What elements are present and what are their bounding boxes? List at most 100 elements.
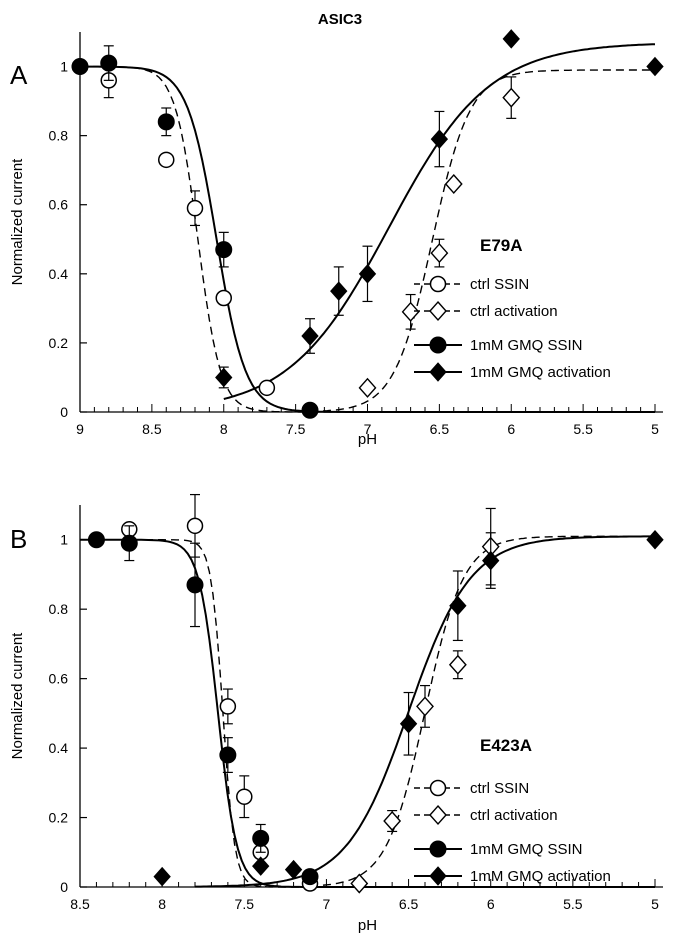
data-point bbox=[71, 58, 89, 76]
x-tick-label: 5.5 bbox=[563, 896, 583, 912]
data-point bbox=[153, 866, 171, 887]
data-point bbox=[100, 54, 118, 72]
fit-curve bbox=[80, 539, 655, 888]
x-tick-label: 7.5 bbox=[286, 421, 306, 437]
legend-marker bbox=[429, 336, 447, 354]
data-point bbox=[186, 517, 204, 535]
y-tick-label: 0.2 bbox=[49, 335, 69, 351]
data-point bbox=[358, 264, 377, 284]
legend-marker bbox=[429, 804, 447, 826]
data-point bbox=[330, 281, 348, 301]
data-point bbox=[252, 829, 270, 847]
data-point bbox=[358, 377, 377, 398]
mutant-label: E79A bbox=[480, 236, 523, 255]
legend-label: ctrl SSIN bbox=[470, 780, 529, 797]
data-point bbox=[416, 696, 434, 717]
x-tick-label: 6 bbox=[507, 421, 515, 437]
x-tick-label: 7.5 bbox=[235, 896, 255, 912]
legend-marker bbox=[429, 779, 447, 797]
y-tick-label: 0 bbox=[60, 879, 68, 895]
data-point bbox=[430, 129, 449, 149]
data-point bbox=[219, 698, 237, 715]
y-tick-label: 1 bbox=[60, 59, 68, 75]
y-tick-label: 0 bbox=[60, 404, 68, 420]
data-point bbox=[449, 595, 467, 616]
y-axis-title: Normalized current bbox=[9, 632, 26, 760]
fit-curve bbox=[309, 535, 655, 887]
data-point bbox=[157, 113, 175, 131]
x-tick-label: 6 bbox=[487, 896, 495, 912]
data-point bbox=[284, 859, 303, 880]
y-tick-label: 0.8 bbox=[49, 128, 69, 144]
data-point bbox=[301, 401, 319, 419]
legend-label: 1mM GMQ activation bbox=[470, 868, 611, 885]
legend-marker bbox=[429, 362, 447, 382]
data-point bbox=[502, 29, 520, 49]
data-point bbox=[448, 654, 467, 675]
data-point bbox=[186, 576, 204, 594]
legend-marker bbox=[429, 300, 447, 322]
legend-label: ctrl SSIN bbox=[470, 276, 529, 293]
data-point bbox=[350, 873, 369, 894]
data-point bbox=[215, 241, 233, 259]
data-point bbox=[252, 856, 270, 876]
legend-label: 1mM GMQ activation bbox=[470, 364, 611, 381]
figure-title: ASIC3 bbox=[318, 11, 362, 28]
x-tick-label: 6.5 bbox=[399, 896, 419, 912]
fit-curve bbox=[80, 538, 655, 888]
fit-curve bbox=[80, 65, 655, 413]
data-point bbox=[215, 289, 232, 307]
data-point bbox=[401, 301, 420, 322]
y-tick-label: 0.2 bbox=[49, 810, 69, 826]
data-point bbox=[219, 746, 237, 764]
x-tick-label: 7 bbox=[323, 896, 331, 912]
data-point bbox=[236, 788, 253, 805]
data-point bbox=[399, 714, 418, 734]
data-point bbox=[444, 173, 463, 195]
panel-letter: B bbox=[10, 524, 27, 554]
data-point bbox=[646, 56, 664, 77]
data-point bbox=[158, 151, 175, 169]
x-tick-label: 6.5 bbox=[430, 421, 450, 437]
data-point bbox=[383, 810, 402, 832]
x-tick-label: 5 bbox=[651, 896, 659, 912]
legend-label: 1mM GMQ SSIN bbox=[470, 337, 583, 354]
x-tick-label: 8.5 bbox=[70, 896, 90, 912]
legend-marker bbox=[429, 275, 447, 293]
mutant-label: E423A bbox=[480, 736, 532, 755]
y-tick-label: 0.8 bbox=[49, 601, 69, 617]
data-point bbox=[646, 529, 664, 550]
legend-marker bbox=[429, 866, 447, 886]
data-point bbox=[120, 534, 138, 552]
data-point bbox=[301, 326, 319, 346]
data-point bbox=[87, 531, 105, 549]
data-point bbox=[301, 868, 319, 886]
y-tick-label: 0.6 bbox=[49, 671, 69, 687]
x-axis-title: pH bbox=[358, 431, 377, 448]
x-tick-label: 8 bbox=[158, 896, 166, 912]
data-point bbox=[215, 367, 233, 388]
data-point bbox=[258, 379, 276, 397]
panel-a: A 0 0.2 0.4 0.6 0.8 1 9 8.5 8 7.5 7 6.5 6 5.5 5 pH Normal… bbox=[9, 29, 664, 448]
y-tick-label: 0.4 bbox=[49, 740, 69, 756]
panel-letter: A bbox=[10, 60, 28, 90]
y-tick-label: 0.4 bbox=[49, 266, 69, 282]
legend-label: ctrl activation bbox=[470, 807, 558, 824]
x-tick-label: 5.5 bbox=[573, 421, 593, 437]
x-tick-label: 5 bbox=[651, 421, 659, 437]
legend-label: 1mM GMQ SSIN bbox=[470, 841, 583, 858]
y-axis-title: Normalized current bbox=[9, 158, 26, 286]
x-axis-title: pH bbox=[358, 917, 377, 934]
data-point bbox=[502, 87, 521, 108]
data-point bbox=[430, 243, 449, 264]
fit-curve bbox=[195, 535, 655, 888]
y-tick-label: 1 bbox=[60, 532, 68, 548]
panel-b: B 0 0.2 0.4 0.6 0.8 1 8.5 8 7.5 7 6.5 6 5.5 5 pH Normali… bbox=[9, 493, 664, 934]
x-tick-label: 9 bbox=[76, 421, 84, 437]
data-point bbox=[186, 199, 204, 217]
x-tick-label: 8 bbox=[220, 421, 228, 437]
x-tick-label: 8.5 bbox=[142, 421, 162, 437]
x-tick-label: 7 bbox=[364, 421, 372, 437]
legend-marker bbox=[429, 840, 447, 858]
